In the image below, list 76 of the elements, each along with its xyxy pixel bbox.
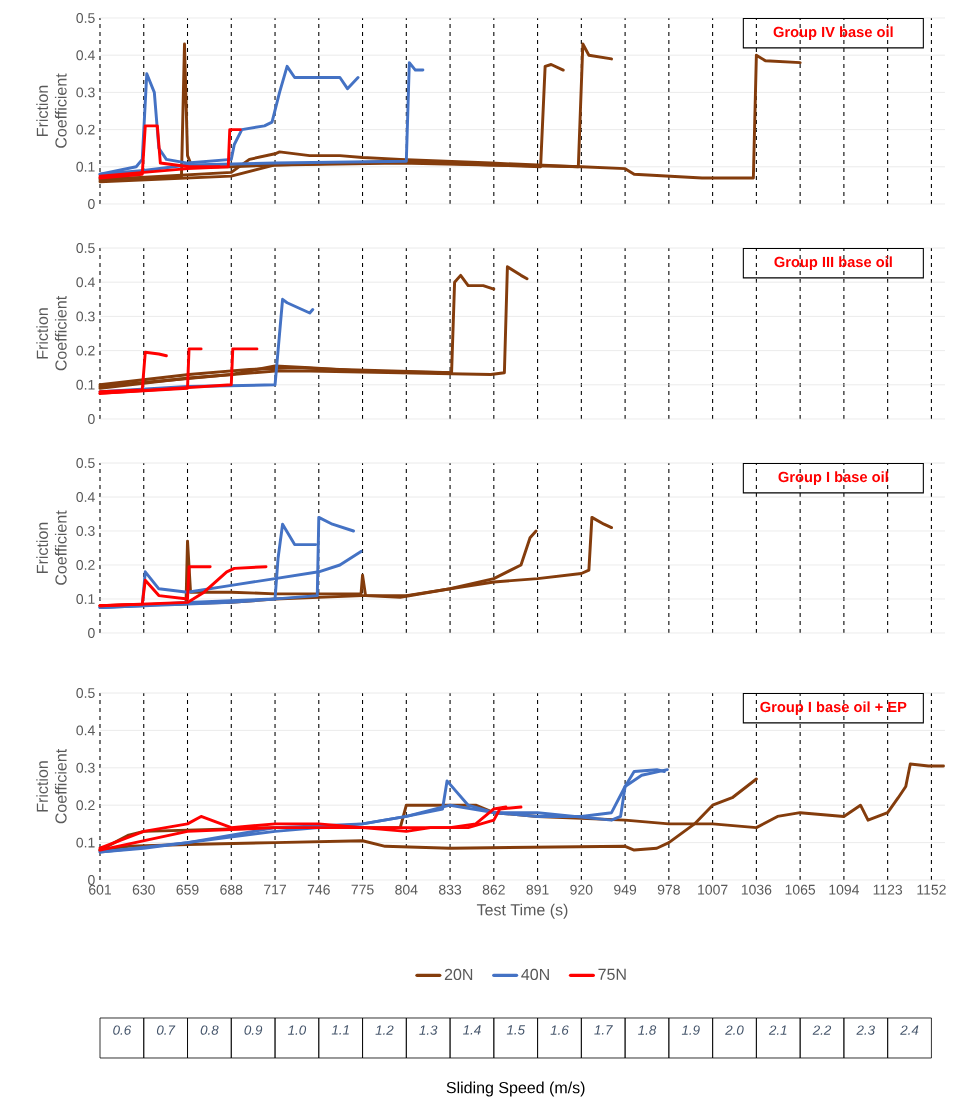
x-tick-label: 978 — [657, 884, 680, 895]
text: Group III base oil — [774, 256, 892, 271]
y-axis-title: Friction Coefficient — [36, 73, 67, 148]
y-tick-label: 0.4 — [76, 277, 95, 288]
text: 2.2 — [812, 1025, 832, 1035]
text: 0.9 — [244, 1025, 263, 1035]
text: 2.3 — [856, 1025, 875, 1035]
y-tick-label: 0.3 — [76, 762, 95, 773]
x-tick-label: 775 — [351, 884, 374, 895]
text: 1.1 — [331, 1025, 349, 1035]
text: 1.6 — [550, 1025, 569, 1035]
x-tick-label: 804 — [395, 884, 418, 895]
text: Group I base oil — [778, 471, 888, 486]
x-tick-label: 1036 — [741, 884, 772, 895]
y-tick-label: 0.4 — [76, 725, 95, 736]
text: Group I base oil + EP — [760, 701, 907, 716]
legend-label: 20N — [444, 968, 473, 981]
y-tick-label: 0.5 — [76, 458, 95, 468]
y-tick-label: 0 — [88, 628, 95, 638]
y-tick-label: 0.1 — [76, 594, 95, 604]
y-tick-label: 0.5 — [76, 13, 95, 23]
x-tick-label: 920 — [570, 884, 593, 895]
x-tick-label: 891 — [526, 884, 549, 895]
text: Group IV base oil — [773, 26, 893, 41]
x-axis-title: Test Time (s) — [476, 903, 568, 919]
legend-label: 75N — [598, 968, 626, 981]
y-tick-label: 0.3 — [76, 311, 95, 322]
text: 1.3 — [419, 1025, 438, 1035]
text: 1.0 — [288, 1025, 307, 1035]
x-tick-label: 659 — [176, 884, 199, 895]
x-tick-label: 1007 — [698, 884, 728, 895]
x-tick-label: 630 — [132, 884, 155, 895]
text: 0.6 — [113, 1025, 132, 1035]
x-tick-label: 833 — [438, 884, 462, 895]
text: 1.8 — [638, 1025, 657, 1035]
x-tick-label: 1065 — [785, 884, 816, 895]
text: 2.0 — [725, 1025, 744, 1035]
y-tick-label: 0 — [88, 414, 95, 424]
x-tick-label: 1123 — [873, 884, 903, 895]
legend-label: 40N — [521, 968, 549, 981]
y-tick-label: 0.2 — [76, 800, 95, 811]
x-tick-label: 601 — [89, 884, 111, 895]
text: 0.8 — [200, 1025, 219, 1035]
y-tick-label: 0 — [88, 875, 95, 885]
x-tick-label: 717 — [264, 884, 286, 895]
x-tick-label: 1094 — [829, 884, 860, 895]
y-tick-label: 0.1 — [76, 379, 95, 390]
y-tick-label: 0.3 — [76, 526, 95, 536]
text: 0.7 — [156, 1025, 176, 1035]
y-tick-label: 0.3 — [76, 87, 95, 98]
text: 1.9 — [681, 1025, 700, 1035]
text: 1.5 — [506, 1025, 526, 1035]
text: 1.7 — [594, 1025, 613, 1035]
x-tick-label: 688 — [220, 884, 243, 895]
y-axis-title: Friction Coefficient — [36, 748, 67, 824]
text: 2.1 — [768, 1025, 787, 1035]
y-tick-label: 0.1 — [76, 837, 95, 848]
x-tick-label: 1152 — [917, 884, 946, 895]
x-tick-label: 746 — [307, 884, 330, 895]
y-tick-label: 0.2 — [76, 345, 95, 356]
text: 1.2 — [375, 1025, 394, 1035]
y-tick-label: 0.4 — [76, 50, 95, 61]
y-tick-label: 0.4 — [76, 492, 95, 502]
x-tick-label: 949 — [614, 884, 637, 895]
y-tick-label: 0.5 — [76, 688, 95, 698]
y-tick-label: 0.2 — [76, 124, 95, 135]
y-tick-label: 0 — [88, 199, 95, 209]
y-tick-label: 0.2 — [76, 560, 95, 570]
x-tick-label: 862 — [482, 884, 505, 895]
y-axis-title: Friction Coefficient — [36, 510, 67, 585]
text: 1.4 — [463, 1025, 481, 1035]
y-tick-label: 0.5 — [76, 243, 95, 253]
y-axis-title: Friction Coefficient — [36, 295, 67, 371]
text: 2.4 — [900, 1025, 919, 1035]
text: Sliding Speed (m/s) — [446, 1081, 585, 1097]
y-tick-label: 0.1 — [76, 161, 95, 172]
